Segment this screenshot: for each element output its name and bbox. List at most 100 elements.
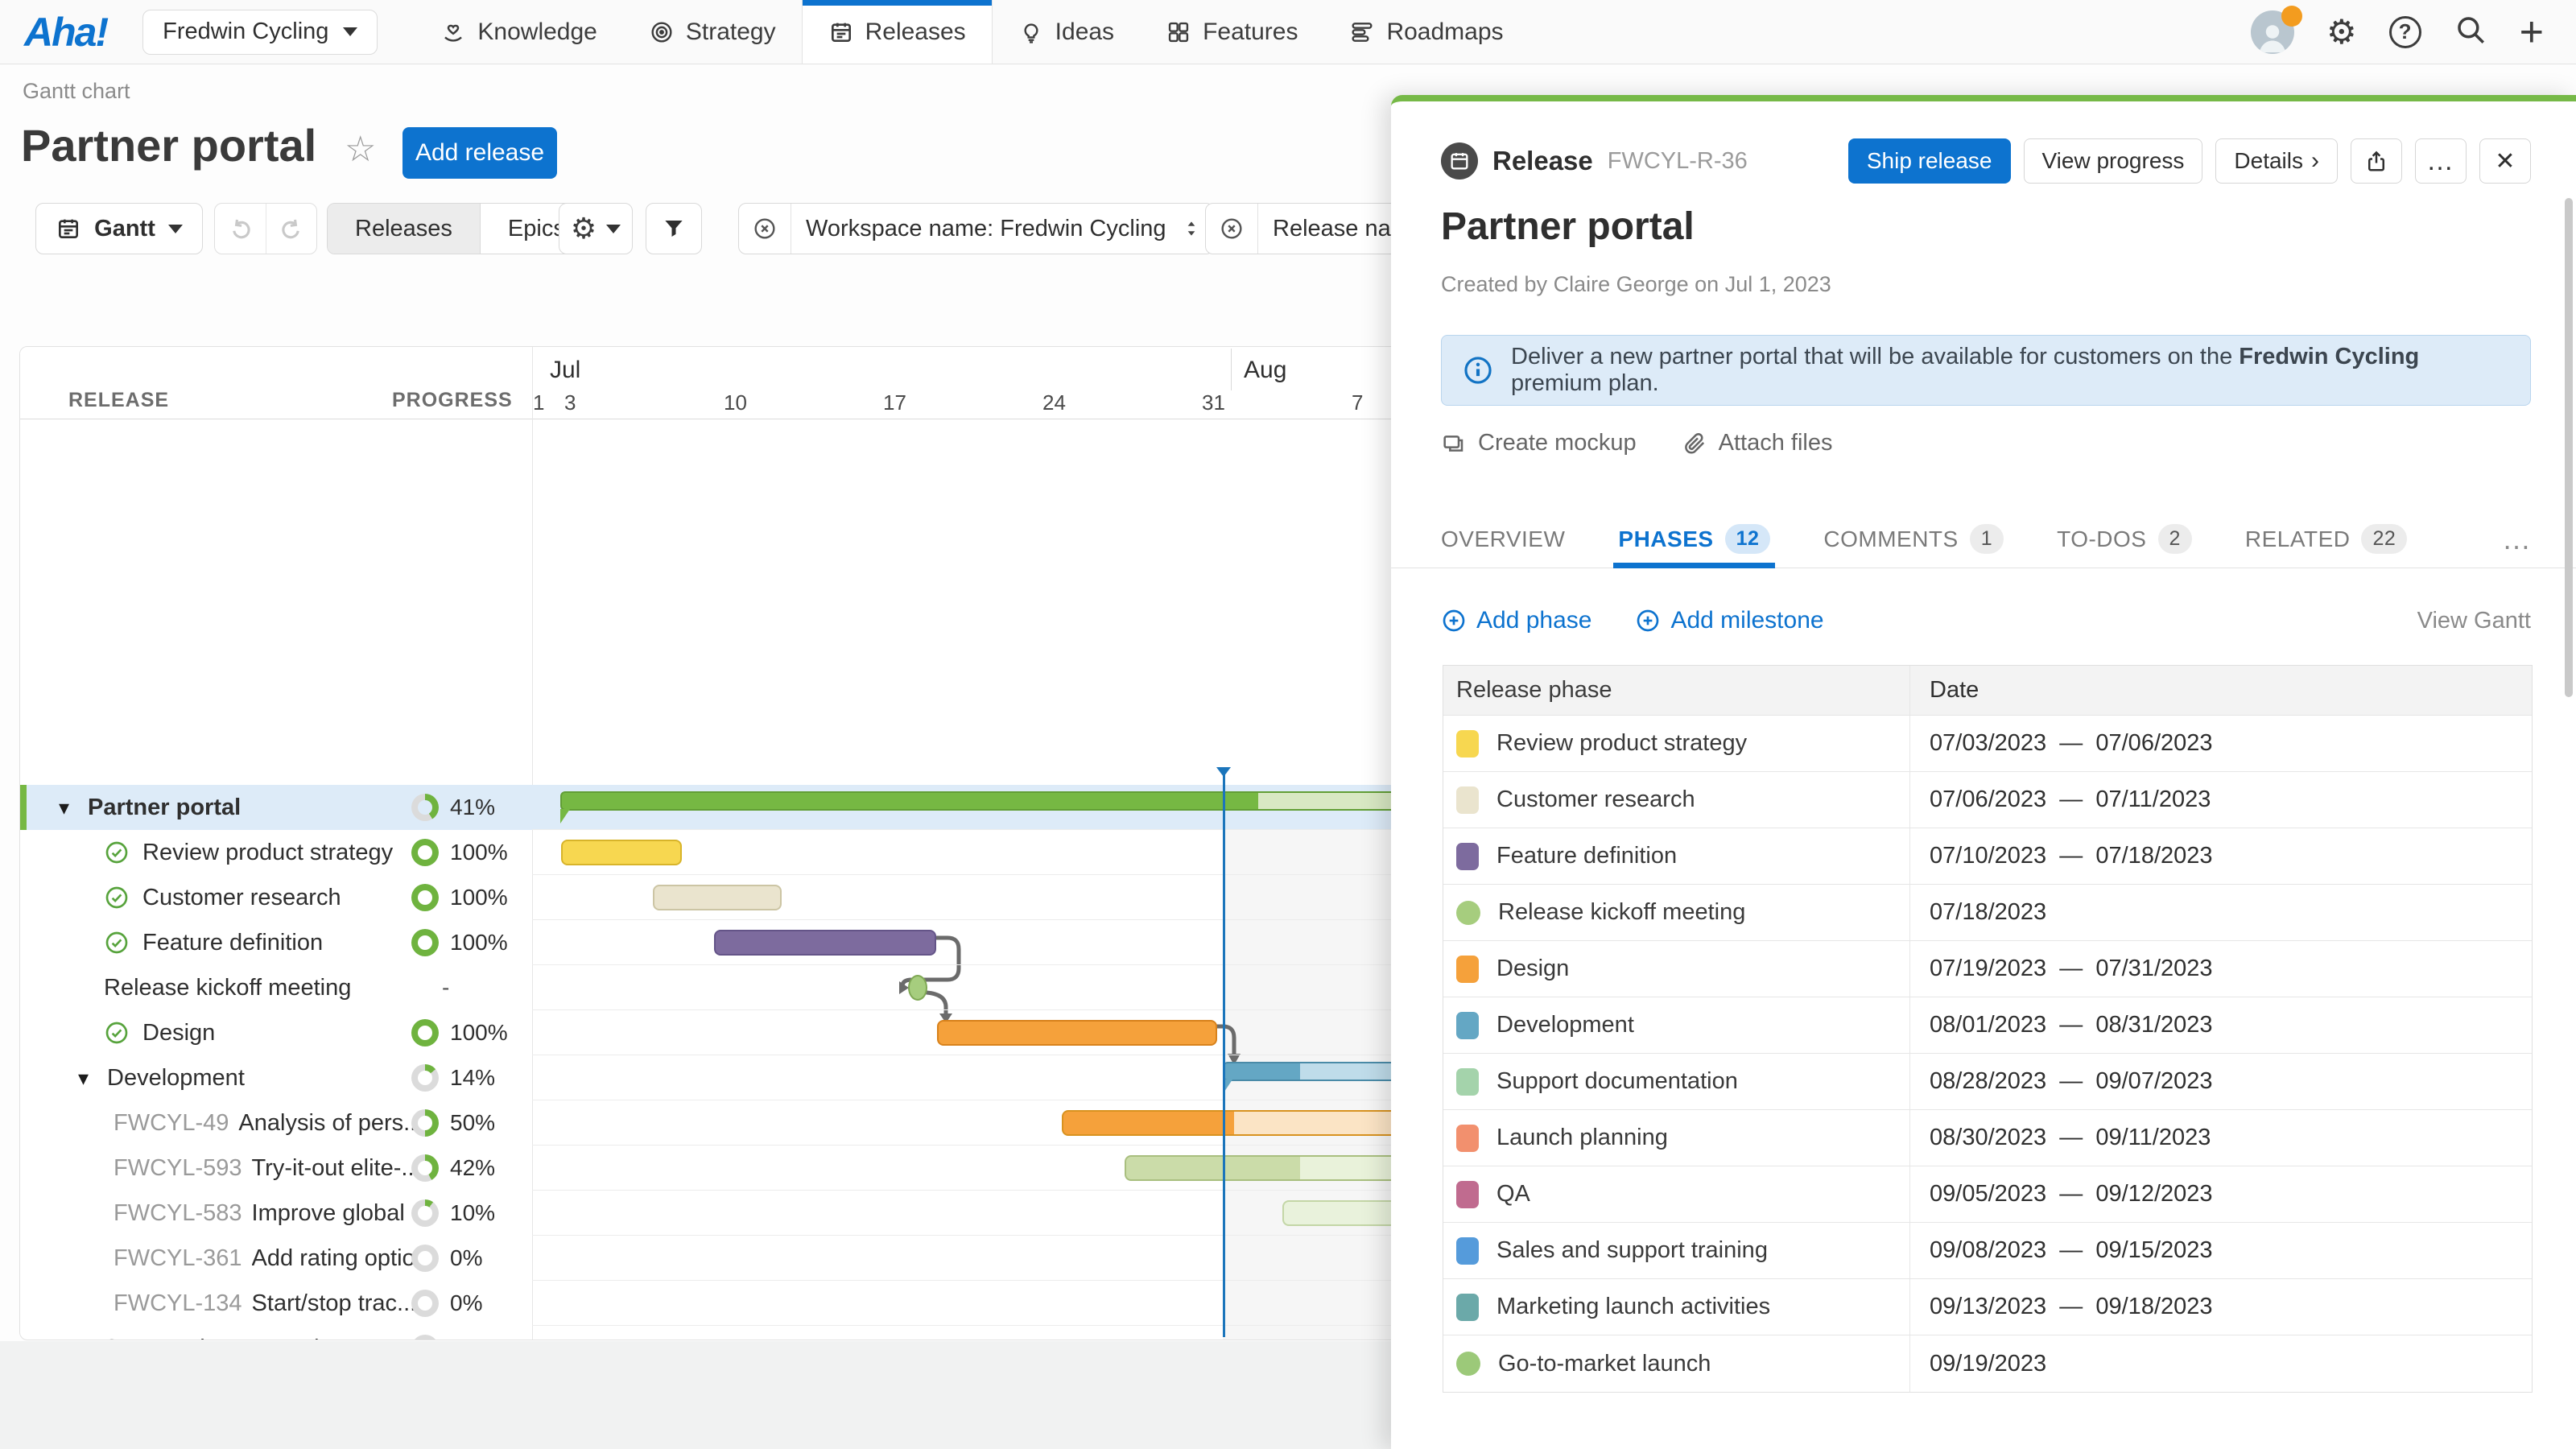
add-milestone-link[interactable]: Add milestone	[1635, 607, 1824, 634]
row-label: Partner portal	[88, 794, 242, 820]
release-description-banner: Deliver a new partner portal that will b…	[1441, 335, 2531, 406]
share-button[interactable]	[2351, 138, 2402, 184]
remove-filter-icon[interactable]	[1206, 204, 1258, 254]
segment-releases[interactable]: Releases	[328, 204, 480, 254]
attach-files-link[interactable]: Attach files	[1682, 430, 1833, 456]
phase-date: 07/03/2023 — 07/06/2023	[1930, 730, 2213, 756]
workspace-selector[interactable]: Fredwin Cycling	[142, 9, 378, 55]
phase-row[interactable]: Design 07/19/2023 — 07/31/2023	[1443, 941, 2532, 997]
tree-row[interactable]: ▾ Partner portal 41%	[20, 785, 532, 830]
gantt-bar[interactable]	[1062, 1110, 1434, 1136]
panel-header: Release FWCYL-R-36 Ship release View pro…	[1441, 135, 2531, 187]
phase-row[interactable]: Release kickoff meeting 07/18/2023	[1443, 885, 2532, 941]
progress-value: 0%	[450, 1290, 483, 1315]
user-avatar[interactable]	[2250, 5, 2302, 54]
tree-row[interactable]: Feature definition 100%	[20, 920, 532, 965]
nav-item-strategy[interactable]: Strategy	[623, 0, 802, 64]
tree-row[interactable]: Review product strategy 100%	[20, 830, 532, 875]
tree-row[interactable]: Customer research 100%	[20, 875, 532, 920]
phases-table-header: Release phase Date	[1443, 666, 2532, 716]
tree-row[interactable]: FWCYL-593 Try-it-out elite-... 42%	[20, 1146, 532, 1191]
nav-item-roadmaps[interactable]: Roadmaps	[1323, 0, 1529, 64]
gantt-milestone[interactable]	[908, 975, 927, 1001]
collapse-caret-icon[interactable]: ▾	[59, 795, 70, 819]
phase-row[interactable]: Launch planning 08/30/2023 — 09/11/2023	[1443, 1110, 2532, 1166]
tree-row[interactable]: FWCYL-134 Start/stop trac... 0%	[20, 1281, 532, 1326]
tree-row[interactable]: Design 100%	[20, 1010, 532, 1055]
phase-row[interactable]: Go-to-market launch 09/19/2023	[1443, 1335, 2532, 1392]
progress-value: 50%	[450, 1110, 496, 1135]
tabs-overflow-icon[interactable]: …	[2502, 522, 2531, 555]
phase-row[interactable]: Sales and support training 09/08/2023 — 0…	[1443, 1223, 2532, 1279]
gantt-bar[interactable]	[937, 1020, 1217, 1046]
sort-icon[interactable]	[1181, 218, 1213, 239]
gantt-bar[interactable]	[653, 885, 782, 910]
phase-name: Launch planning	[1496, 1125, 1668, 1150]
tab-to-dos[interactable]: TO-DOS 2	[2057, 510, 2192, 568]
phase-row[interactable]: Review product strategy 07/03/2023 — 07/0…	[1443, 716, 2532, 772]
search-icon[interactable]	[2454, 13, 2487, 51]
settings-gear-icon[interactable]: ⚙	[2326, 12, 2357, 51]
panel-tabs: OVERVIEW PHASES 12 COMMENTS 1 TO-DOS 2 RELATED 2…	[1391, 510, 2576, 568]
tab-count-badge: 22	[2361, 524, 2408, 554]
tree-row[interactable]: ▾ Development 14%	[20, 1055, 532, 1100]
nav-item-ideas[interactable]: Ideas	[993, 0, 1140, 64]
paperclip-icon	[1682, 431, 1707, 456]
phase-row[interactable]: Support documentation 08/28/2023 — 09/07/…	[1443, 1054, 2532, 1110]
tree-row[interactable]: FWCYL-361 Add rating option 0%	[20, 1236, 532, 1281]
phase-row[interactable]: QA 09/05/2023 — 09/12/2023	[1443, 1166, 2532, 1223]
gantt-bar[interactable]	[714, 930, 936, 956]
settings-dropdown-button[interactable]: ⚙	[559, 203, 633, 254]
help-icon[interactable]: ?	[2388, 15, 2421, 48]
add-phase-link[interactable]: Add phase	[1441, 607, 1591, 634]
tree-row[interactable]: FWCYL-49 Analysis of pers... 50%	[20, 1100, 532, 1146]
gantt-summary-bar[interactable]	[560, 791, 1430, 824]
ship-release-button[interactable]: Ship release	[1847, 138, 2011, 184]
filter-button[interactable]	[646, 203, 702, 254]
nav-item-releases[interactable]: Releases	[801, 0, 993, 64]
release-type-icon	[1441, 142, 1478, 180]
segment-epics[interactable]: Epics	[479, 204, 592, 254]
gantt-bar[interactable]	[561, 840, 682, 865]
add-icon[interactable]: +	[2519, 8, 2544, 56]
timeline-row	[532, 830, 1514, 875]
redo-button[interactable]	[266, 204, 316, 254]
gantt-bar[interactable]	[1125, 1155, 1434, 1181]
phase-row[interactable]: Marketing launch activities 09/13/2023 — …	[1443, 1279, 2532, 1335]
tab-overview[interactable]: OVERVIEW	[1441, 526, 1566, 551]
create-mockup-link[interactable]: Create mockup	[1441, 430, 1637, 456]
remove-filter-icon[interactable]	[739, 204, 791, 254]
phase-date: 07/06/2023 — 07/11/2023	[1930, 786, 2211, 812]
tab-related[interactable]: RELATED 22	[2245, 510, 2408, 568]
nav-item-knowledge[interactable]: Knowledge	[415, 0, 622, 64]
details-button[interactable]: Details ›	[2215, 138, 2338, 184]
phase-date: 08/01/2023 — 08/31/2023	[1930, 1012, 2213, 1038]
chevron-right-icon: ›	[2311, 147, 2319, 174]
nav-item-features[interactable]: Features	[1140, 0, 1323, 64]
row-label: Development	[107, 1064, 245, 1091]
phase-row[interactable]: Feature definition 07/10/2023 — 07/18/202…	[1443, 828, 2532, 885]
breadcrumb: Gantt chart	[23, 79, 130, 103]
tree-row[interactable]: FWCYL-583 Improve global ... 10%	[20, 1191, 532, 1236]
panel-scrollbar[interactable]	[2565, 198, 2573, 697]
progress-value: -	[442, 975, 450, 1000]
tree-row[interactable]: Release kickoff meeting -	[20, 965, 532, 1010]
record-id: FWCYL-134	[114, 1290, 242, 1316]
phase-row[interactable]: Development 08/01/2023 — 08/31/2023	[1443, 997, 2532, 1054]
close-panel-button[interactable]: ✕	[2479, 138, 2531, 184]
view-selector-button[interactable]: Gantt	[35, 203, 203, 254]
phase-row[interactable]: Customer research 07/06/2023 — 07/11/2023	[1443, 772, 2532, 828]
more-options-button[interactable]: …	[2415, 138, 2467, 184]
view-progress-button[interactable]: View progress	[2023, 138, 2203, 184]
tree-row[interactable]: Support documentation 0%	[20, 1326, 532, 1340]
phase-actions: Add phase Add milestone View Gantt	[1441, 607, 2531, 634]
favorite-star-icon[interactable]: ☆	[345, 130, 377, 169]
filter-chip[interactable]: Workspace name: Fredwin Cycling	[738, 203, 1214, 254]
tab-comments[interactable]: COMMENTS 1	[1823, 510, 2004, 568]
undo-button[interactable]	[215, 204, 266, 254]
add-release-button[interactable]: Add release	[402, 127, 557, 179]
view-gantt-link[interactable]: View Gantt	[2417, 607, 2531, 634]
tab-phases[interactable]: PHASES 12	[1613, 510, 1776, 568]
collapse-caret-icon[interactable]: ▾	[78, 1065, 89, 1090]
